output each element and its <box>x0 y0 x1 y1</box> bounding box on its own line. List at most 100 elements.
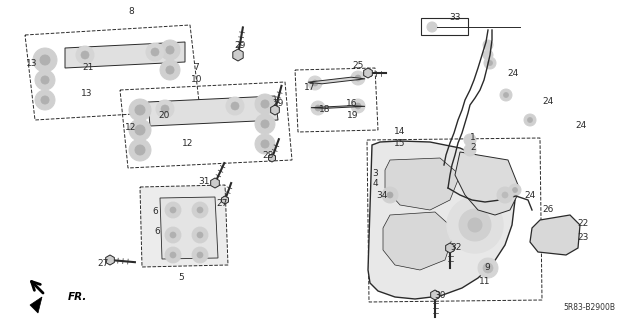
Text: 29: 29 <box>272 99 284 108</box>
Text: 29: 29 <box>234 41 246 50</box>
Circle shape <box>129 99 151 121</box>
Circle shape <box>315 105 321 111</box>
Circle shape <box>81 51 89 59</box>
Circle shape <box>524 114 536 126</box>
Circle shape <box>166 46 174 54</box>
Circle shape <box>308 76 322 90</box>
Polygon shape <box>368 141 515 299</box>
Circle shape <box>255 134 275 154</box>
Circle shape <box>312 80 318 86</box>
Text: 24: 24 <box>575 122 587 130</box>
Circle shape <box>41 76 49 84</box>
Text: 10: 10 <box>191 75 203 84</box>
Circle shape <box>382 187 398 203</box>
Text: 27: 27 <box>97 259 109 269</box>
Polygon shape <box>271 105 279 115</box>
Circle shape <box>255 94 275 114</box>
Polygon shape <box>148 96 278 126</box>
Text: 2: 2 <box>470 144 476 152</box>
Circle shape <box>192 202 208 218</box>
Circle shape <box>160 60 180 80</box>
Circle shape <box>161 105 169 113</box>
Text: 9: 9 <box>484 263 490 272</box>
Text: 22: 22 <box>577 219 589 227</box>
Polygon shape <box>455 152 520 215</box>
Polygon shape <box>308 77 365 84</box>
Polygon shape <box>364 68 372 78</box>
Circle shape <box>135 145 145 155</box>
Circle shape <box>468 218 482 232</box>
Text: 25: 25 <box>352 61 364 70</box>
Text: 23: 23 <box>577 234 589 242</box>
Circle shape <box>165 202 181 218</box>
Text: 24: 24 <box>542 97 554 106</box>
Polygon shape <box>311 106 365 108</box>
Circle shape <box>156 100 174 118</box>
Circle shape <box>488 61 493 65</box>
Text: 5: 5 <box>178 272 184 281</box>
Circle shape <box>261 120 269 128</box>
Polygon shape <box>106 255 115 265</box>
Text: 28: 28 <box>262 151 274 160</box>
Text: 11: 11 <box>479 277 491 286</box>
Circle shape <box>351 99 365 113</box>
Text: 20: 20 <box>158 112 170 121</box>
Circle shape <box>197 232 203 238</box>
Circle shape <box>146 43 164 61</box>
Text: 17: 17 <box>304 84 316 93</box>
Polygon shape <box>221 196 228 204</box>
Circle shape <box>513 188 518 192</box>
Text: 16: 16 <box>346 99 358 108</box>
Circle shape <box>261 140 269 148</box>
Circle shape <box>35 90 55 110</box>
Circle shape <box>192 227 208 243</box>
Circle shape <box>387 192 393 198</box>
Text: 24: 24 <box>524 190 536 199</box>
Circle shape <box>40 55 50 65</box>
Circle shape <box>427 22 437 32</box>
Circle shape <box>135 105 145 115</box>
Circle shape <box>355 75 361 81</box>
Circle shape <box>165 247 181 263</box>
Text: 18: 18 <box>319 106 331 115</box>
Circle shape <box>41 96 49 104</box>
Circle shape <box>129 139 151 161</box>
Circle shape <box>502 192 508 198</box>
Circle shape <box>497 187 513 203</box>
Circle shape <box>129 119 151 141</box>
Circle shape <box>464 134 476 146</box>
Polygon shape <box>385 158 460 210</box>
Circle shape <box>160 40 180 60</box>
Polygon shape <box>160 197 218 259</box>
Circle shape <box>351 71 365 85</box>
Polygon shape <box>383 212 455 270</box>
Circle shape <box>33 48 57 72</box>
Text: 7: 7 <box>193 63 199 71</box>
Circle shape <box>311 101 325 115</box>
Circle shape <box>76 46 94 64</box>
Text: 8: 8 <box>128 8 134 17</box>
Text: 33: 33 <box>449 13 461 23</box>
Polygon shape <box>211 178 220 188</box>
Circle shape <box>483 263 493 273</box>
Circle shape <box>355 103 361 109</box>
Circle shape <box>166 66 174 74</box>
Text: 12: 12 <box>125 122 137 131</box>
Circle shape <box>170 232 176 238</box>
Circle shape <box>226 97 244 115</box>
Circle shape <box>151 48 159 56</box>
Circle shape <box>527 117 532 122</box>
Circle shape <box>500 89 512 101</box>
Circle shape <box>135 125 145 135</box>
Text: 30: 30 <box>435 291 445 300</box>
Text: 3: 3 <box>372 168 378 177</box>
Circle shape <box>464 144 476 156</box>
Text: 4: 4 <box>372 180 378 189</box>
Text: 5R83-B2900B: 5R83-B2900B <box>563 303 615 313</box>
Circle shape <box>483 50 493 60</box>
Circle shape <box>459 209 491 241</box>
Text: 15: 15 <box>394 138 406 147</box>
Polygon shape <box>445 243 454 253</box>
Circle shape <box>231 102 239 110</box>
Polygon shape <box>65 42 185 68</box>
